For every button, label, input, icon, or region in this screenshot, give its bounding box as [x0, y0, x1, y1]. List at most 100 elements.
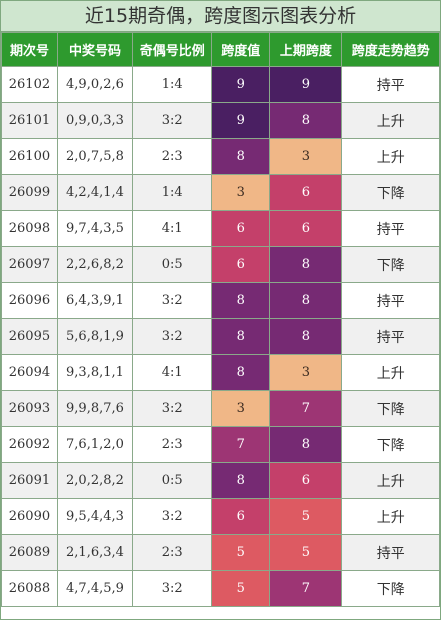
- issue-cell: 26098: [1, 210, 58, 247]
- table-row: 26102 4,9,0,2,6 1:4 9 9 持平: [1, 66, 440, 103]
- prev-span-cell: 8: [269, 102, 343, 139]
- prev-span-cell: 6: [269, 210, 343, 247]
- header-prev-span: 上期跨度: [269, 32, 343, 67]
- span-cell: 3: [211, 174, 271, 211]
- trend-cell: 上升: [341, 498, 440, 535]
- trend-cell: 下降: [341, 426, 440, 463]
- issue-cell: 26100: [1, 138, 58, 175]
- header-issue: 期次号: [1, 32, 58, 67]
- span-cell: 9: [211, 102, 271, 139]
- prev-span-cell: 7: [269, 390, 343, 427]
- numbers-cell: 5,6,8,1,9: [56, 318, 134, 355]
- trend-cell: 持平: [341, 66, 440, 103]
- issue-cell: 26092: [1, 426, 58, 463]
- span-cell: 6: [211, 210, 271, 247]
- ratio-cell: 3:2: [132, 498, 213, 535]
- header-numbers: 中奖号码: [56, 32, 134, 67]
- issue-cell: 26089: [1, 534, 58, 571]
- numbers-cell: 9,5,4,4,3: [56, 498, 134, 535]
- numbers-cell: 4,7,4,5,9: [56, 570, 134, 607]
- prev-span-cell: 9: [269, 66, 343, 103]
- prev-span-cell: 7: [269, 570, 343, 607]
- prev-span-cell: 6: [269, 462, 343, 499]
- trend-cell: 上升: [341, 138, 440, 175]
- header-span: 跨度值: [211, 32, 271, 67]
- table-row: 26089 2,1,6,3,4 2:3 5 5 持平: [1, 534, 440, 571]
- numbers-cell: 9,9,8,7,6: [56, 390, 134, 427]
- trend-cell: 持平: [341, 282, 440, 319]
- trend-cell: 下降: [341, 570, 440, 607]
- numbers-cell: 4,2,4,1,4: [56, 174, 134, 211]
- numbers-cell: 7,6,1,2,0: [56, 426, 134, 463]
- header-row: 期次号 中奖号码 奇偶号比例 跨度值 上期跨度 跨度走势趋势: [1, 32, 440, 67]
- table-row: 26100 2,0,7,5,8 2:3 8 3 上升: [1, 138, 440, 175]
- table-row: 26094 9,3,8,1,1 4:1 8 3 上升: [1, 354, 440, 391]
- ratio-cell: 2:3: [132, 426, 213, 463]
- span-cell: 6: [211, 498, 271, 535]
- ratio-cell: 1:4: [132, 174, 213, 211]
- numbers-cell: 2,0,2,8,2: [56, 462, 134, 499]
- numbers-cell: 2,1,6,3,4: [56, 534, 134, 571]
- prev-span-cell: 8: [269, 282, 343, 319]
- ratio-cell: 4:1: [132, 210, 213, 247]
- issue-cell: 26091: [1, 462, 58, 499]
- table-row: 26096 6,4,3,9,1 3:2 8 8 持平: [1, 282, 440, 319]
- ratio-cell: 4:1: [132, 354, 213, 391]
- span-cell: 8: [211, 282, 271, 319]
- issue-cell: 26102: [1, 66, 58, 103]
- numbers-cell: 2,0,7,5,8: [56, 138, 134, 175]
- trend-cell: 持平: [341, 534, 440, 571]
- ratio-cell: 1:4: [132, 66, 213, 103]
- issue-cell: 26090: [1, 498, 58, 535]
- ratio-cell: 2:3: [132, 138, 213, 175]
- issue-cell: 26101: [1, 102, 58, 139]
- numbers-cell: 9,7,4,3,5: [56, 210, 134, 247]
- ratio-cell: 2:3: [132, 534, 213, 571]
- trend-cell: 上升: [341, 354, 440, 391]
- issue-cell: 26099: [1, 174, 58, 211]
- span-cell: 7: [211, 426, 271, 463]
- prev-span-cell: 8: [269, 246, 343, 283]
- table-row: 26091 2,0,2,8,2 0:5 8 6 上升: [1, 462, 440, 499]
- prev-span-cell: 3: [269, 138, 343, 175]
- span-cell: 8: [211, 318, 271, 355]
- table-row: 26093 9,9,8,7,6 3:2 3 7 下降: [1, 390, 440, 427]
- ratio-cell: 3:2: [132, 390, 213, 427]
- issue-cell: 26093: [1, 390, 58, 427]
- span-cell: 9: [211, 66, 271, 103]
- prev-span-cell: 8: [269, 318, 343, 355]
- prev-span-cell: 6: [269, 174, 343, 211]
- table-row: 26095 5,6,8,1,9 3:2 8 8 持平: [1, 318, 440, 355]
- header-ratio: 奇偶号比例: [132, 32, 213, 67]
- issue-cell: 26097: [1, 246, 58, 283]
- table-row: 26092 7,6,1,2,0 2:3 7 8 下降: [1, 426, 440, 463]
- table-row: 26097 2,2,6,8,2 0:5 6 8 下降: [1, 246, 440, 283]
- issue-cell: 26096: [1, 282, 58, 319]
- ratio-cell: 3:2: [132, 570, 213, 607]
- numbers-cell: 2,2,6,8,2: [56, 246, 134, 283]
- ratio-cell: 0:5: [132, 246, 213, 283]
- page-title: 近15期奇偶，跨度图示图表分析: [1, 1, 440, 32]
- trend-cell: 持平: [341, 318, 440, 355]
- numbers-cell: 4,9,0,2,6: [56, 66, 134, 103]
- table-body: 26102 4,9,0,2,6 1:4 9 9 持平 26101 0,9,0,3,3 3:2 9 8…: [1, 66, 440, 607]
- span-cell: 8: [211, 138, 271, 175]
- trend-cell: 持平: [341, 210, 440, 247]
- table-row: 26098 9,7,4,3,5 4:1 6 6 持平: [1, 210, 440, 247]
- span-cell: 3: [211, 390, 271, 427]
- issue-cell: 26094: [1, 354, 58, 391]
- table-row: 26099 4,2,4,1,4 1:4 3 6 下降: [1, 174, 440, 211]
- prev-span-cell: 3: [269, 354, 343, 391]
- table-row: 26088 4,7,4,5,9 3:2 5 7 下降: [1, 570, 440, 607]
- ratio-cell: 3:2: [132, 102, 213, 139]
- trend-cell: 上升: [341, 462, 440, 499]
- prev-span-cell: 5: [269, 498, 343, 535]
- span-cell: 5: [211, 534, 271, 571]
- prev-span-cell: 5: [269, 534, 343, 571]
- analysis-table: 期次号 中奖号码 奇偶号比例 跨度值 上期跨度 跨度走势趋势 26102 4,9,…: [1, 32, 440, 607]
- numbers-cell: 0,9,0,3,3: [56, 102, 134, 139]
- ratio-cell: 0:5: [132, 462, 213, 499]
- ratio-cell: 3:2: [132, 282, 213, 319]
- header-trend: 跨度走势趋势: [341, 32, 440, 67]
